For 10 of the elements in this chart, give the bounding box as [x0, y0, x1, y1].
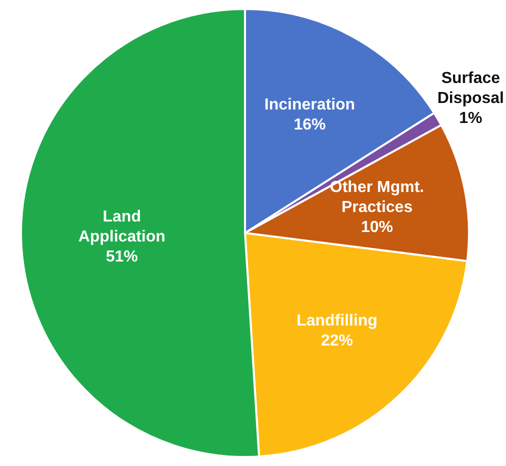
data-label: 1%	[459, 110, 482, 127]
slice-label: Surface Disposal	[437, 70, 504, 107]
data-label: 22%	[320, 332, 354, 350]
slice-label: Incineration	[264, 96, 356, 114]
slice-label: Other Mgmt. Practices	[330, 179, 424, 216]
data-label: 51%	[106, 248, 138, 266]
data-label: 10%	[361, 219, 394, 236]
data-label: 16%	[294, 116, 326, 134]
slice-label: Landfilling	[296, 312, 378, 330]
slice-label: Land Application	[78, 208, 166, 246]
